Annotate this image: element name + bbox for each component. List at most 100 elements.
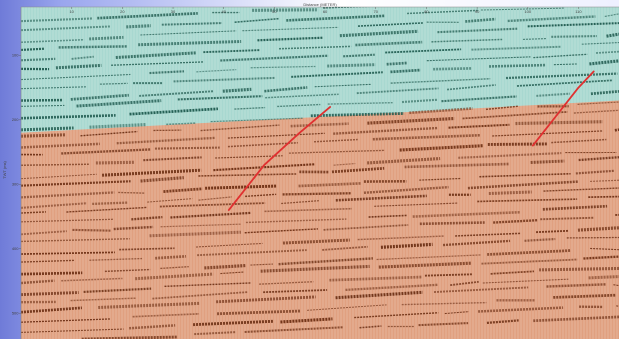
reflector-streak [21, 328, 124, 333]
x-tick-label: 110 [575, 9, 582, 14]
reflector-streak [21, 173, 97, 180]
reflector-streak [252, 8, 317, 12]
reflector-streak [409, 107, 473, 115]
reflector-streak [149, 70, 185, 75]
reflector-streak [590, 179, 619, 183]
x-tick-label: 90 [475, 9, 480, 14]
reflector-streak [542, 204, 608, 211]
reflector-streak [70, 93, 129, 101]
reflector-streak [458, 0, 508, 3]
reflector-streak [281, 200, 319, 205]
reflector-streak [138, 40, 242, 47]
reflector-streak [89, 35, 124, 41]
reflector-streak [354, 312, 439, 319]
reflector-streak [335, 194, 427, 202]
reflector-streak [195, 242, 263, 248]
reflector-streak [536, 229, 569, 234]
reflector-streak [441, 95, 517, 103]
fault-line-2 [531, 70, 595, 147]
reflector-streak [21, 126, 74, 132]
reflector-streak [522, 38, 547, 40]
reflector-streak [161, 22, 223, 26]
reflector-streak [227, 141, 298, 148]
reflector-streak [234, 106, 266, 110]
reflector-streak [298, 182, 362, 188]
reflector-streak [282, 238, 350, 245]
reflector-streak [595, 50, 619, 54]
reflector-streak [363, 185, 449, 194]
reflector-streak [149, 230, 242, 238]
reflector-streak [21, 218, 114, 223]
reflector-streak [575, 169, 615, 175]
reflector-streak [143, 156, 202, 162]
reflector-streak [418, 322, 469, 327]
reflector-streak [404, 162, 509, 169]
reflector-streak [155, 254, 187, 260]
reflector-streak [83, 287, 152, 293]
x-tick-label: 80 [424, 9, 429, 14]
reflector-streak [196, 69, 237, 73]
x-tick-label: 10 [69, 9, 74, 14]
reflector-streak [95, 160, 135, 165]
reflector-streak [250, 263, 274, 266]
reflector-streak [367, 156, 441, 165]
reflector-streak [160, 223, 242, 228]
reflector-streak [433, 67, 472, 71]
x-tick-label: 40 [221, 9, 226, 14]
reflector-streak [399, 144, 484, 152]
reflector-streak [21, 230, 67, 236]
reflector-streak [314, 83, 372, 88]
reflector-streak [113, 225, 154, 231]
reflector-streak [613, 284, 619, 287]
reflector-streak [446, 84, 496, 91]
reflector-streak [488, 190, 532, 196]
reflector-streak [234, 17, 280, 24]
y-axis-title: TWT (ms) [2, 160, 7, 178]
reflector-streak [323, 224, 409, 231]
reflector-streak [21, 73, 131, 81]
reflector-streak [104, 268, 151, 273]
x-tick-label: 60 [323, 9, 328, 14]
reflector-streak [21, 211, 47, 214]
reflector-streak [286, 14, 385, 22]
reflector-streak [487, 142, 548, 146]
reflector-streak [485, 105, 519, 111]
reflector-streak [242, 26, 339, 32]
reflector-streak [590, 247, 619, 251]
reflector-streak [380, 242, 433, 249]
reflector-streak [129, 107, 219, 116]
reflector-streak [213, 163, 315, 172]
reflector-streak [590, 89, 619, 96]
reflector-streak [581, 41, 619, 45]
reflector-streak [553, 293, 616, 299]
reflector-streak [339, 29, 419, 38]
reflector-streak [442, 239, 511, 247]
reflector-streak [536, 92, 571, 97]
reflector-streak [444, 311, 470, 315]
reflector-streak [147, 198, 193, 203]
reflector-streak [99, 82, 128, 85]
reflector-streak [589, 59, 619, 66]
reflector-streak [21, 238, 130, 243]
reflector-streak [455, 232, 521, 237]
reflector-streak [507, 15, 596, 23]
reflector-streak [514, 0, 619, 1]
reflector-streak [210, 117, 303, 123]
reflector-streak [419, 221, 485, 226]
reflector-streak [333, 126, 438, 135]
reflector-streak [406, 2, 452, 5]
reflector-streak [160, 266, 189, 270]
reflector-streak [368, 214, 408, 218]
reflector-streak [126, 24, 151, 29]
reflector-streak [21, 271, 83, 276]
x-tick-label: 30 [171, 9, 176, 14]
reflector-streak [546, 283, 607, 288]
reflector-streak [322, 245, 368, 251]
reflector-streak [164, 282, 252, 288]
reflector-streak [192, 319, 273, 327]
reflector-streak [577, 101, 619, 105]
reflector-streak [588, 195, 619, 198]
reflector-streak [390, 78, 491, 84]
reflector-streak [448, 123, 510, 129]
